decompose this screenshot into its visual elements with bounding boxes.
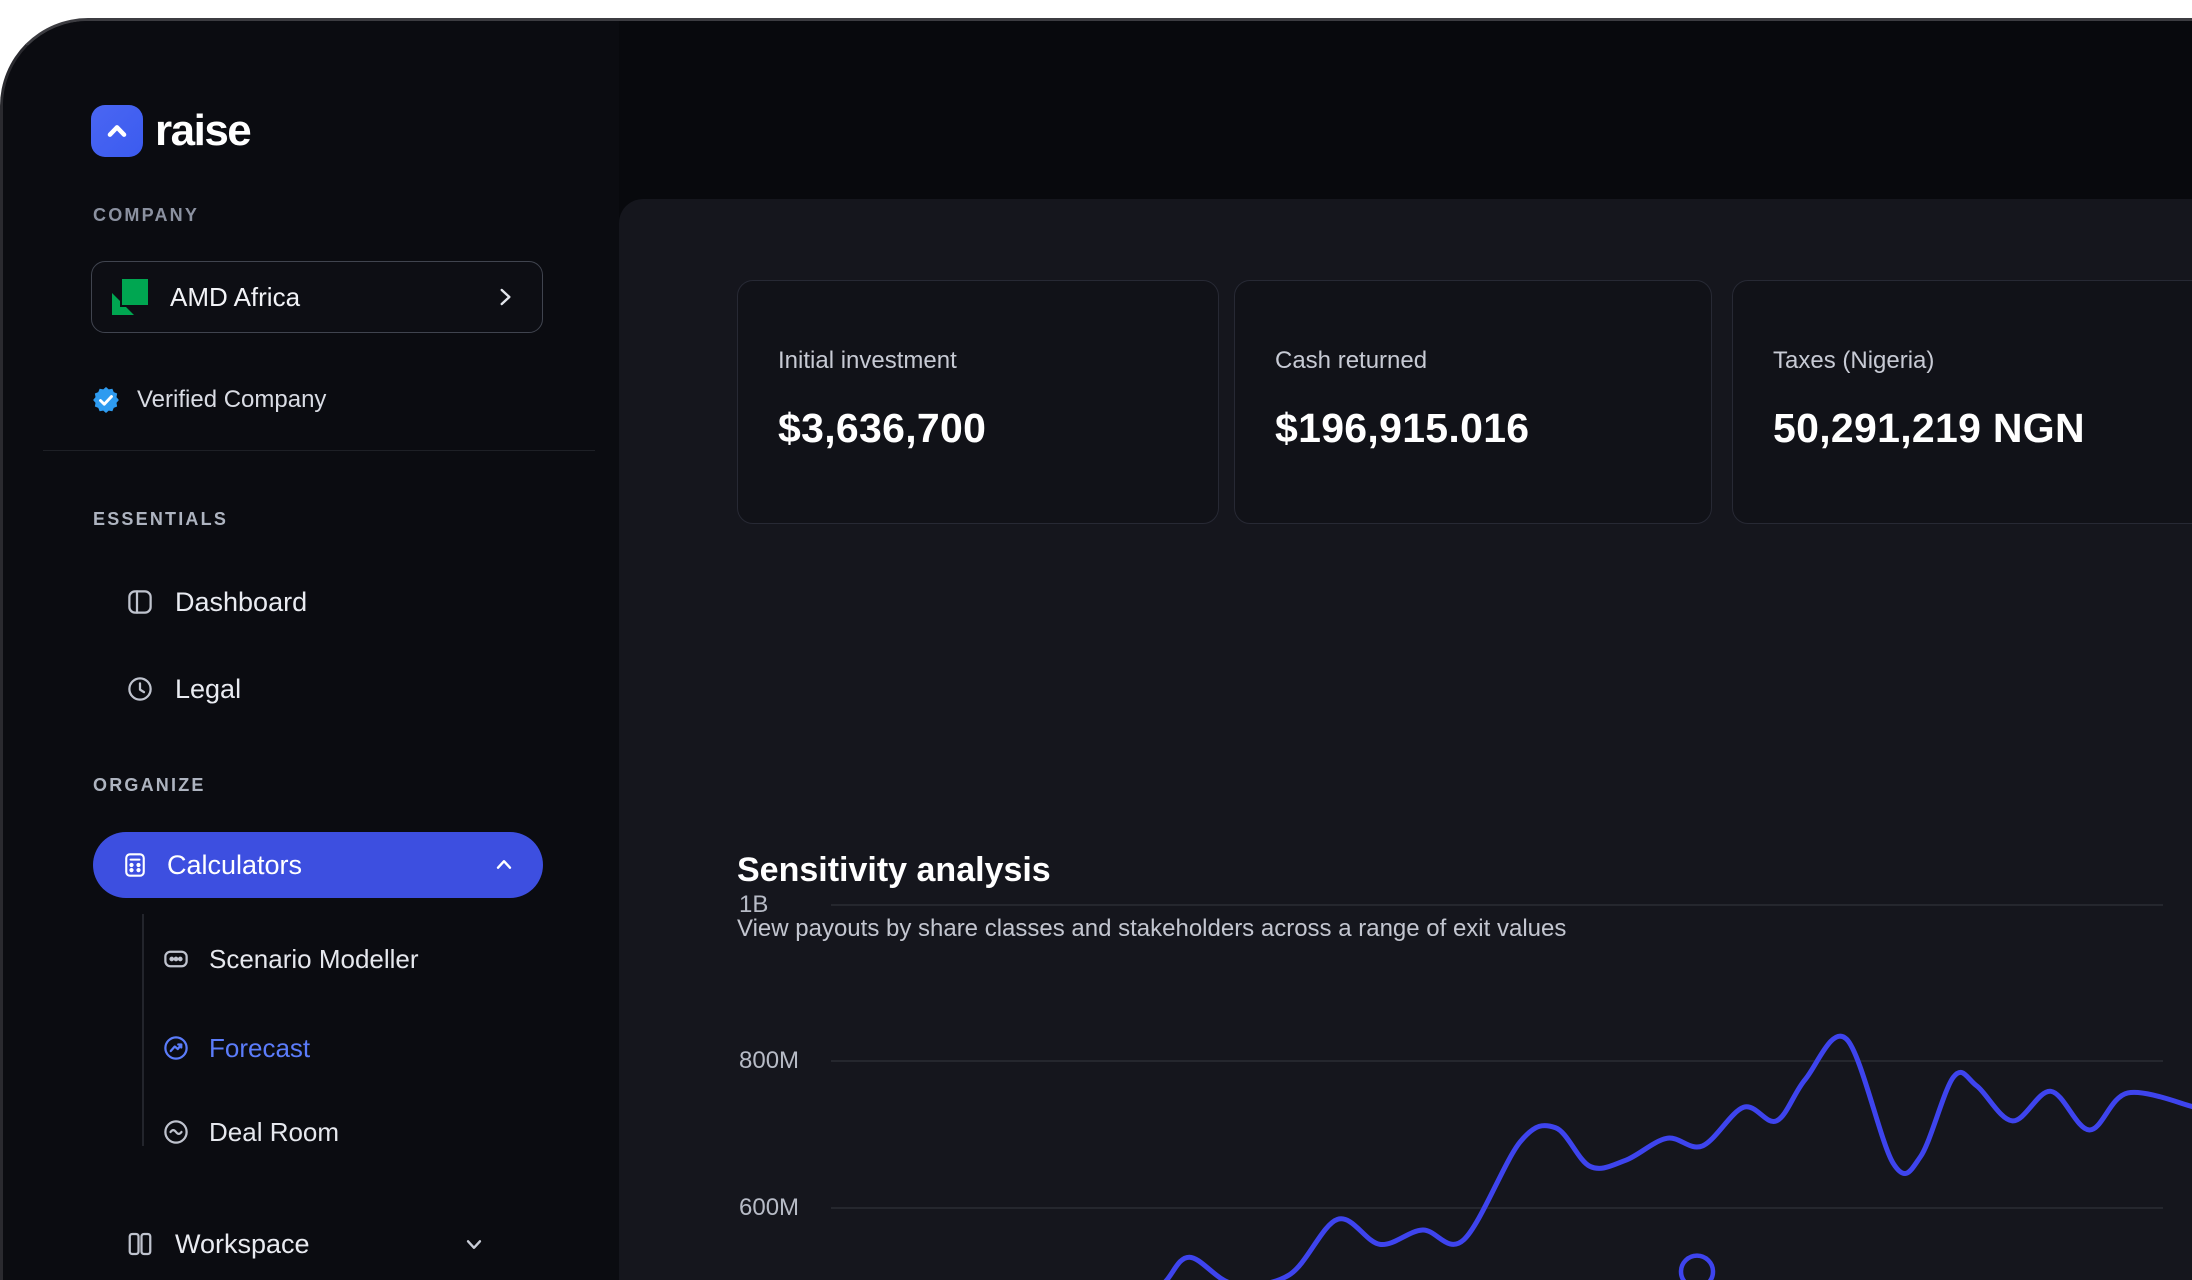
essentials-section-label: ESSENTIALS [93,509,229,529]
company-selector[interactable]: AMD Africa [91,261,543,333]
stat-value: 50,291,219 NGN [1773,405,2085,451]
app-frame: raise COMPANY AMD Africa [0,18,2192,1280]
clock-icon [125,674,155,704]
y-tick-label-800m: 800M [739,1047,800,1074]
chevron-down-icon [461,1231,487,1257]
verified-badge-icon [91,385,121,415]
stat-value: $3,636,700 [778,405,987,451]
sidebar-item-label: Workspace [175,1228,310,1259]
payout-curve-line [1163,1033,2192,1280]
sidebar-item-label: Deal Room [209,1116,340,1147]
stat-value: $196,915.016 [1275,405,1530,451]
sensitivity-line-chart [1163,1033,2192,1280]
forecast-icon [161,1033,191,1063]
stat-label: Cash returned [1275,347,1428,374]
stat-card-taxes-nigeria: Taxes (Nigeria) 50,291,219 NGN [1732,280,2192,524]
brand-name: raise [155,106,252,155]
stat-label: Initial investment [778,347,957,374]
sidebar-item-label: Calculators [167,849,303,880]
dashboard-icon [125,587,155,617]
amd-logo-icon [110,277,150,317]
sidebar-item-scenario-modeller[interactable]: Scenario Modeller [161,940,419,978]
sidebar-divider [43,450,595,451]
stat-label: Taxes (Nigeria) [1773,347,1935,374]
sidebar-item-label: Dashboard [175,586,308,617]
verified-company: Verified Company [91,383,326,417]
sidebar-item-calculators[interactable]: Calculators [93,832,543,898]
company-name: AMD Africa [170,281,301,312]
scenario-modeller-icon [161,944,191,974]
stat-card-initial-investment: Initial investment $3,636,700 [737,280,1219,524]
calculator-icon [121,851,149,879]
verified-label: Verified Company [137,386,327,413]
section-title: Sensitivity analysis [737,851,1051,889]
workspace-icon [125,1229,155,1259]
chevron-up-icon [491,852,517,878]
company-section-label: COMPANY [93,205,200,225]
sidebar-item-legal[interactable]: Legal [125,670,241,708]
subnav-tree-line [142,914,144,1146]
sidebar-item-forecast[interactable]: Forecast [161,1029,310,1067]
chevron-right-icon [492,284,518,310]
sidebar-item-label: Legal [175,673,242,704]
sidebar-item-deal-room[interactable]: Deal Room [161,1113,339,1151]
y-tick-label-1b: 1B [739,891,769,918]
gridline-800m [831,1060,2163,1062]
section-subtitle: View payouts by share classes and stakeh… [737,915,1567,942]
sidebar-item-dashboard[interactable]: Dashboard [125,583,307,621]
raise-logo-icon [91,105,143,157]
organize-section-label: ORGANIZE [93,775,206,795]
gridline-1b [831,904,2163,906]
sidebar: raise COMPANY AMD Africa [3,21,619,1280]
deal-room-icon [161,1117,191,1147]
sidebar-item-label: Scenario Modeller [209,943,419,974]
brand-logo[interactable]: raise [91,105,252,157]
content-panel: Initial investment $3,636,700 Cash retur… [619,199,2192,1280]
gridline-600m [831,1207,2163,1209]
stat-card-cash-returned: Cash returned $196,915.016 [1234,280,1712,524]
sidebar-item-label: Forecast [209,1032,311,1063]
data-point-marker [1678,1253,1716,1280]
y-tick-label-600m: 600M [739,1194,800,1221]
sidebar-item-workspace[interactable]: Workspace [125,1225,487,1263]
